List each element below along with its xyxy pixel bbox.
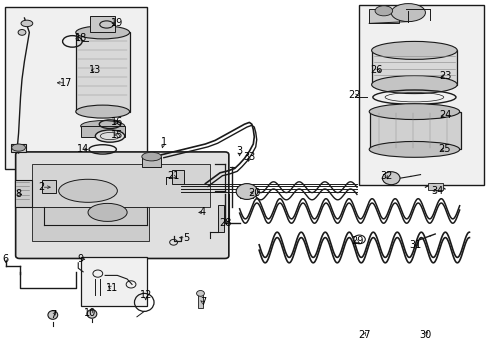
Ellipse shape bbox=[95, 130, 124, 142]
Bar bbox=[217, 205, 224, 232]
FancyBboxPatch shape bbox=[16, 152, 228, 258]
Ellipse shape bbox=[76, 105, 129, 118]
Text: 22: 22 bbox=[347, 90, 360, 100]
Ellipse shape bbox=[12, 144, 25, 151]
Text: 19: 19 bbox=[111, 18, 123, 28]
Text: 16: 16 bbox=[111, 117, 123, 127]
Text: 7: 7 bbox=[200, 297, 205, 307]
Text: 32: 32 bbox=[379, 171, 392, 181]
Text: 6: 6 bbox=[3, 254, 9, 264]
Text: 23: 23 bbox=[438, 71, 450, 81]
Text: 7: 7 bbox=[51, 310, 57, 320]
Ellipse shape bbox=[368, 104, 459, 120]
Bar bbox=[359, 5, 483, 185]
Bar bbox=[81, 257, 146, 306]
Text: 34: 34 bbox=[430, 186, 443, 196]
Text: 8: 8 bbox=[16, 189, 21, 199]
Bar bbox=[11, 144, 26, 152]
Ellipse shape bbox=[21, 20, 33, 27]
Ellipse shape bbox=[382, 172, 399, 185]
Text: 12: 12 bbox=[139, 290, 152, 300]
Bar bbox=[15, 180, 32, 207]
Ellipse shape bbox=[196, 291, 204, 296]
Bar bbox=[81, 126, 124, 137]
Ellipse shape bbox=[371, 76, 456, 94]
Ellipse shape bbox=[88, 203, 127, 221]
Ellipse shape bbox=[374, 6, 392, 16]
Bar bbox=[32, 164, 210, 207]
Text: 9: 9 bbox=[78, 254, 83, 264]
Text: 25: 25 bbox=[438, 144, 450, 154]
Text: 31: 31 bbox=[408, 240, 421, 250]
Bar bbox=[32, 207, 149, 241]
Ellipse shape bbox=[48, 311, 58, 319]
Ellipse shape bbox=[76, 26, 129, 39]
Ellipse shape bbox=[236, 184, 257, 199]
Text: 14: 14 bbox=[77, 144, 89, 154]
Bar bbox=[427, 183, 442, 190]
Text: 2: 2 bbox=[39, 182, 44, 192]
Bar bbox=[5, 7, 146, 169]
Ellipse shape bbox=[59, 179, 117, 202]
Bar bbox=[41, 180, 56, 193]
Text: 13: 13 bbox=[89, 65, 102, 75]
Text: 4: 4 bbox=[200, 207, 205, 217]
Bar bbox=[369, 112, 460, 149]
Bar bbox=[239, 187, 253, 198]
Text: 15: 15 bbox=[111, 130, 123, 140]
Bar bbox=[142, 157, 161, 167]
Text: 29: 29 bbox=[350, 236, 363, 246]
Text: 33: 33 bbox=[243, 152, 255, 162]
Text: 30: 30 bbox=[418, 330, 431, 340]
Ellipse shape bbox=[390, 4, 425, 22]
Bar bbox=[371, 50, 456, 85]
Ellipse shape bbox=[81, 121, 124, 131]
Bar bbox=[76, 32, 129, 112]
Bar bbox=[198, 293, 203, 308]
Text: 27: 27 bbox=[357, 330, 370, 340]
Ellipse shape bbox=[18, 30, 26, 35]
Bar bbox=[172, 170, 184, 184]
Bar bbox=[90, 16, 115, 32]
Ellipse shape bbox=[368, 141, 459, 157]
Text: 21: 21 bbox=[167, 171, 180, 181]
Text: 17: 17 bbox=[60, 78, 72, 88]
Text: 3: 3 bbox=[236, 146, 242, 156]
Text: 5: 5 bbox=[183, 233, 188, 243]
Text: 28: 28 bbox=[218, 218, 231, 228]
Ellipse shape bbox=[371, 41, 456, 59]
Bar bbox=[368, 9, 398, 23]
Text: 11: 11 bbox=[106, 283, 119, 293]
Text: 26: 26 bbox=[369, 65, 382, 75]
Ellipse shape bbox=[87, 310, 97, 318]
Ellipse shape bbox=[100, 21, 113, 28]
Text: 10: 10 bbox=[84, 308, 97, 318]
Text: 20: 20 bbox=[247, 188, 260, 198]
Ellipse shape bbox=[142, 152, 161, 161]
Text: 18: 18 bbox=[74, 33, 87, 43]
Text: 24: 24 bbox=[438, 110, 450, 120]
Text: 1: 1 bbox=[161, 137, 166, 147]
